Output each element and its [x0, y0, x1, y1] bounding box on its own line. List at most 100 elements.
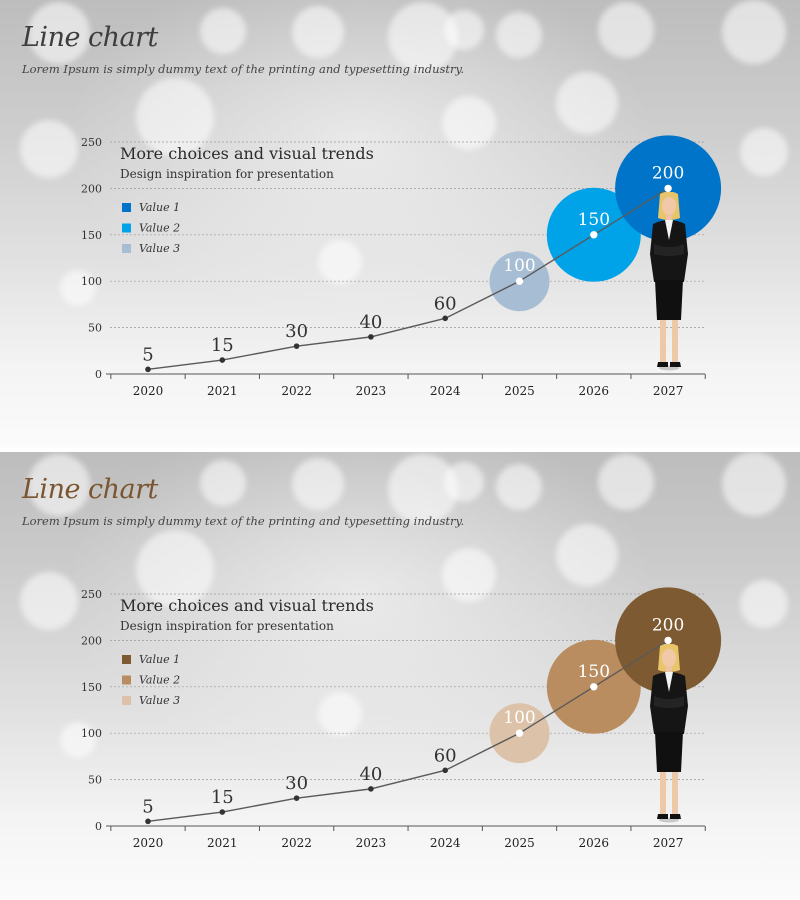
- legend: Value 1 Value 2 Value 3: [122, 201, 180, 255]
- legend-label: Value 3: [139, 242, 180, 255]
- legend-label: Value 2: [139, 222, 180, 235]
- y-tick-label: 0: [95, 820, 102, 833]
- x-tick-label: 2026: [579, 384, 610, 398]
- legend-swatch: [122, 244, 131, 253]
- legend-swatch: [122, 223, 131, 233]
- data-label: 15: [211, 335, 234, 356]
- businesswoman-figure: [650, 192, 688, 371]
- data-point: [442, 315, 449, 322]
- slide-subtitle: Lorem Ipsum is simply dummy text of the …: [22, 62, 465, 76]
- data-point: [442, 767, 449, 774]
- x-tick-label: 2022: [281, 836, 312, 850]
- legend-label: Value 1: [139, 201, 180, 214]
- data-label: 5: [142, 344, 153, 365]
- y-axis-ticks: 0 50 100 150 200 250: [81, 136, 102, 381]
- legend: Value 1 Value 2 Value 3: [122, 653, 180, 707]
- y-tick-label: 200: [81, 182, 102, 195]
- line-series: [147, 187, 669, 371]
- x-axis-ticks: 2020 2021 2022 2023 2024 2025 2026 2027: [133, 384, 684, 398]
- y-tick-label: 50: [88, 774, 102, 787]
- data-point: [293, 795, 300, 801]
- line-chart: 0 50 100 150 200 250 5 15 30 40 60 100 1…: [81, 135, 722, 398]
- chart-subheading: Design inspiration for presentation: [120, 167, 334, 181]
- legend-swatch: [122, 696, 131, 705]
- data-labels: 5 15 30 40 60 100 150 200: [142, 163, 684, 365]
- y-axis-ticks: 0 50 100 150 200 250: [81, 588, 102, 833]
- x-tick-label: 2025: [504, 384, 535, 398]
- data-label: 60: [434, 745, 457, 766]
- series-line: [147, 639, 669, 823]
- data-label: 200: [652, 163, 684, 183]
- axes: [106, 825, 706, 831]
- data-label: 40: [359, 312, 382, 333]
- legend-swatch: [122, 203, 131, 212]
- x-tick-label: 2024: [430, 384, 461, 398]
- x-tick-label: 2025: [504, 836, 535, 850]
- data-label: 5: [142, 796, 153, 817]
- data-point: [515, 729, 524, 737]
- x-tick-label: 2023: [356, 384, 387, 398]
- data-label: 60: [434, 293, 457, 314]
- data-label: 15: [211, 787, 234, 808]
- data-label: 40: [359, 764, 382, 785]
- y-tick-label: 100: [81, 727, 102, 740]
- x-tick-label: 2020: [133, 836, 164, 850]
- businesswoman-figure: [650, 644, 688, 823]
- data-label: 100: [503, 256, 535, 276]
- data-label: 200: [652, 615, 684, 635]
- data-point: [664, 636, 672, 645]
- x-tick-label: 2027: [653, 384, 684, 398]
- data-point: [368, 786, 374, 792]
- chart-heading: More choices and visual trends: [120, 596, 374, 615]
- line-series: [147, 639, 669, 823]
- x-tick-label: 2026: [579, 836, 610, 850]
- slide-title: Line chart: [22, 22, 158, 53]
- x-tick-label: 2027: [653, 836, 684, 850]
- y-tick-label: 150: [81, 681, 102, 694]
- x-tick-label: 2021: [207, 384, 238, 398]
- x-tick-label: 2021: [207, 836, 238, 850]
- y-tick-label: 200: [81, 634, 102, 647]
- data-point: [145, 366, 151, 373]
- data-point: [293, 343, 300, 349]
- slide-title: Line chart: [22, 474, 158, 505]
- data-point: [515, 277, 524, 285]
- data-point: [664, 184, 672, 193]
- legend-label: Value 2: [139, 674, 180, 687]
- data-label: 30: [285, 321, 308, 342]
- y-tick-label: 100: [81, 275, 102, 288]
- y-tick-label: 250: [81, 588, 102, 601]
- series-line: [147, 187, 669, 371]
- data-point: [590, 683, 598, 691]
- data-points: [145, 184, 672, 373]
- data-point: [219, 809, 226, 815]
- y-tick-label: 150: [81, 229, 102, 242]
- chart-subheading: Design inspiration for presentation: [120, 619, 334, 633]
- axes: [106, 373, 706, 379]
- x-tick-label: 2020: [133, 384, 164, 398]
- data-point: [590, 231, 598, 239]
- slide-blue: Line chart Lorem Ipsum is simply dummy t…: [0, 0, 800, 448]
- data-label: 30: [285, 773, 308, 794]
- x-axis-ticks: 2020 2021 2022 2023 2024 2025 2026 2027: [133, 836, 684, 850]
- data-label: 150: [578, 210, 610, 230]
- legend-label: Value 3: [139, 694, 180, 707]
- data-point: [368, 334, 374, 340]
- chart-heading: More choices and visual trends: [120, 144, 374, 163]
- y-tick-label: 50: [88, 322, 102, 335]
- y-tick-label: 0: [95, 368, 102, 381]
- slide-subtitle: Lorem Ipsum is simply dummy text of the …: [22, 514, 465, 528]
- data-label: 100: [503, 708, 535, 728]
- data-points: [145, 636, 672, 825]
- legend-swatch: [122, 655, 131, 664]
- x-tick-label: 2022: [281, 384, 312, 398]
- legend-label: Value 1: [139, 653, 180, 666]
- x-tick-label: 2024: [430, 836, 461, 850]
- x-tick-label: 2023: [356, 836, 387, 850]
- line-chart: 0 50 100 150 200 250 5 15 30 40 60 100 1…: [81, 587, 722, 850]
- legend-swatch: [122, 675, 131, 685]
- data-labels: 5 15 30 40 60 100 150 200: [142, 615, 684, 817]
- slide-brown: Line chart Lorem Ipsum is simply dummy t…: [0, 452, 800, 900]
- y-tick-label: 250: [81, 136, 102, 149]
- data-point: [145, 818, 151, 825]
